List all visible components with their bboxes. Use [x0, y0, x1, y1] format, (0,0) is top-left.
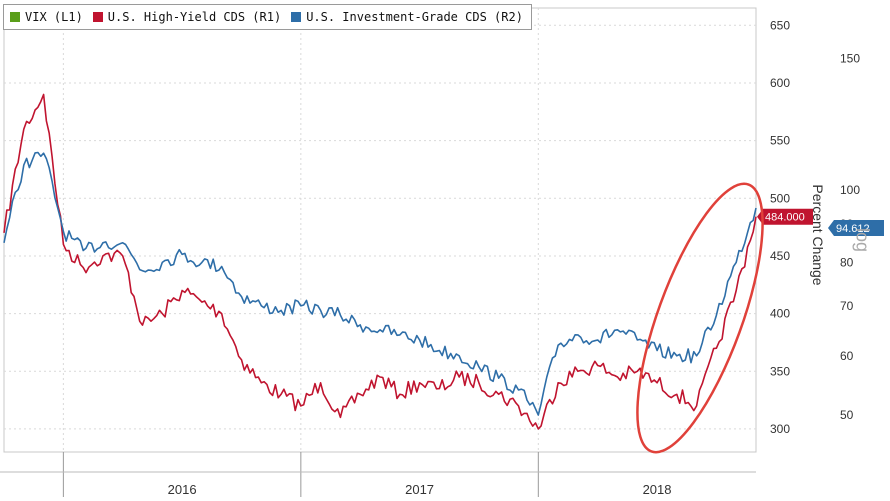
- r1-tick-label: 600: [770, 76, 790, 90]
- r1-tick-label: 500: [770, 191, 790, 205]
- r1-tick-label: 400: [770, 307, 790, 321]
- r2-tick-label: 70: [840, 299, 854, 313]
- hy-last-value-flag-value: 484.000: [765, 212, 805, 224]
- legend-item-vix: VIX (L1): [10, 10, 83, 24]
- legend-label-ig: U.S. Investment-Grade CDS (R2): [306, 10, 523, 24]
- series-line-ig: [3, 151, 757, 416]
- r1-tick-label: 550: [770, 134, 790, 148]
- r2-tick-label: 60: [840, 349, 854, 363]
- legend-label-vix: VIX (L1): [25, 10, 83, 24]
- ig-last-value-flag-box: [828, 219, 884, 236]
- x-tick-label: 2016: [168, 482, 197, 497]
- annotation-layer: [636, 182, 764, 454]
- r1-tick-label: 300: [770, 422, 790, 436]
- series-lines: [3, 93, 757, 430]
- series-line-hy: [3, 93, 757, 430]
- legend-item-ig: U.S. Investment-Grade CDS (R2): [291, 10, 523, 24]
- log-scale-label: log: [852, 227, 873, 253]
- r2-tick-label: 150: [840, 51, 860, 65]
- x-tick-label: 2017: [405, 482, 434, 497]
- legend-swatch-ig: [291, 12, 302, 22]
- ig-last-value-flag-value: 94.612: [836, 223, 870, 235]
- x-tick-label: 2018: [643, 482, 672, 497]
- r2-tick-label: 50: [840, 408, 854, 422]
- r1-tick-label: 350: [770, 364, 790, 378]
- ig-last-value-flag: 94.612: [828, 219, 884, 236]
- gridlines: [0, 7, 757, 497]
- r1-tick-label: 650: [770, 18, 790, 32]
- axis-ticks: 3003504004505005506006505060708090100150…: [168, 18, 884, 497]
- hy-last-value-flag: 484.000: [757, 208, 813, 225]
- hy-last-value-flag-box: [757, 208, 813, 225]
- plot-frame: [3, 7, 757, 453]
- legend-item-hy: U.S. High-Yield CDS (R1): [92, 10, 282, 24]
- legend-label-hy: U.S. High-Yield CDS (R1): [107, 10, 282, 24]
- legend-swatch-hy: [92, 12, 103, 22]
- r1-tick-label: 450: [770, 249, 790, 263]
- right-axis-title: Percent Change: [810, 184, 826, 286]
- r2-tick-label: 100: [840, 183, 860, 197]
- r2-tick-label: 80: [840, 255, 854, 269]
- annotation-ellipse: [636, 182, 764, 454]
- legend-swatch-vix: [10, 12, 20, 22]
- legend: VIX (L1) U.S. High-Yield CDS (R1) U.S. I…: [3, 4, 532, 30]
